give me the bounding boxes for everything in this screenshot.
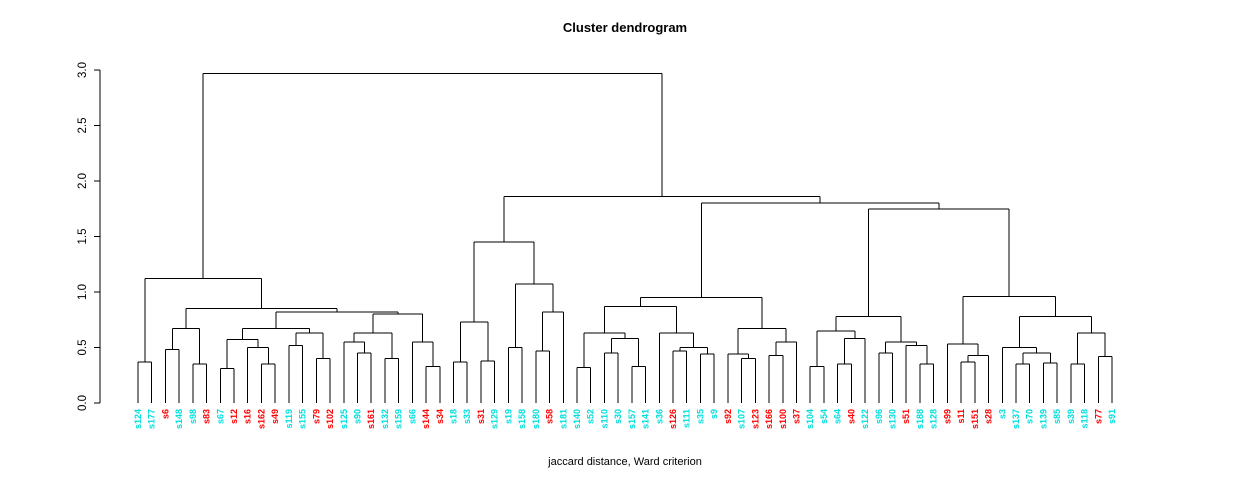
leaf-label: s180 [531, 409, 541, 429]
leaf-label: s30 [613, 409, 623, 424]
leaf-label: s166 [764, 409, 774, 429]
leaf-label: s181 [558, 409, 568, 429]
leaf-label: s85 [1052, 409, 1062, 424]
leaf-label: s125 [339, 409, 349, 429]
leaf-label: s132 [380, 409, 390, 429]
leaf-label: s39 [1066, 409, 1076, 424]
leaf-label: s162 [257, 409, 267, 429]
x-axis-label: jaccard distance, Ward criterion [548, 456, 702, 468]
leaf-label: s123 [750, 409, 760, 429]
leaf-label: s110 [599, 409, 609, 429]
leaf-label: s37 [792, 409, 802, 424]
leaf-label: s67 [215, 409, 225, 424]
chart-title: Cluster dendrogram [562, 20, 688, 35]
leaf-label: s177 [147, 409, 157, 429]
leaf-label: s129 [490, 409, 500, 429]
dendrogram-lines [137, 72, 1113, 403]
leaf-label: s119 [284, 409, 294, 429]
leaf-label: s16 [243, 409, 253, 424]
leaf-label: s155 [298, 409, 308, 429]
leaf-label: s52 [586, 409, 596, 424]
y-tick-label: 2.0 [77, 173, 89, 189]
leaf-label: s51 [901, 409, 911, 424]
leaf-label: s139 [1038, 409, 1048, 429]
leaf-label: s98 [188, 409, 198, 424]
leaf-label: s96 [874, 409, 884, 424]
leaf-label: s99 [942, 409, 952, 424]
leaf-label: s118 [1080, 409, 1090, 429]
y-tick-label: 1.0 [77, 284, 89, 300]
leaf-label: s31 [476, 409, 486, 424]
leaf-label: s91 [1107, 409, 1117, 424]
leaf-label: s144 [421, 409, 431, 429]
leaf-label: s111 [682, 409, 692, 428]
leaf-label: s161 [366, 409, 376, 429]
y-axis [94, 69, 101, 404]
leaf-label: s77 [1093, 409, 1103, 424]
leaf-label: s140 [572, 409, 582, 429]
leaf-label: s122 [860, 409, 870, 429]
leaf-label: s9 [709, 409, 719, 419]
leaf-label: s19 [503, 409, 513, 424]
leaf-label: s18 [449, 409, 459, 424]
leaf-label: s188 [915, 409, 925, 429]
leaf-label: s148 [174, 409, 184, 429]
y-tick-labels: 0.0 0.5 1.0 1.5 2.0 2.5 3.0 [77, 62, 89, 411]
leaf-label: s130 [888, 409, 898, 429]
leaf-label: s102 [325, 409, 335, 429]
leaf-label: s126 [668, 409, 678, 429]
y-tick-label: 1.5 [77, 229, 89, 245]
leaf-label: s158 [517, 409, 527, 429]
leaf-label: s66 [407, 409, 417, 424]
leaf-label: s36 [654, 409, 664, 424]
leaf-label: s34 [435, 409, 445, 424]
leaf-label: s35 [696, 409, 706, 424]
leaf-label: s124 [133, 409, 143, 429]
leaf-label: s11 [956, 409, 966, 424]
leaf-label: s90 [353, 409, 363, 424]
leaf-label: s141 [641, 409, 651, 429]
leaf-label: s58 [545, 409, 555, 424]
leaf-label: s157 [627, 409, 637, 429]
y-tick-label: 0.0 [77, 395, 89, 411]
leaf-label: s137 [1011, 409, 1021, 429]
leaf-labels: s124 s177 s6 s148 s98 s83 s67 s12 s16 s162 s49 s119… [133, 409, 1117, 429]
leaf-label: s54 [819, 409, 829, 424]
leaf-label: s64 [833, 409, 843, 424]
leaf-label: s79 [311, 409, 321, 424]
leaf-label: s40 [846, 409, 856, 424]
leaf-label: s33 [462, 409, 472, 424]
y-tick-label: 3.0 [77, 62, 89, 78]
leaf-label: s128 [929, 409, 939, 429]
leaf-label: s12 [229, 409, 239, 424]
leaf-label: s6 [160, 409, 170, 419]
leaf-label: s28 [984, 409, 994, 424]
leaf-label: s104 [805, 409, 815, 429]
leaf-label: s92 [723, 409, 733, 424]
leaf-label: s83 [202, 409, 212, 424]
leaf-label: s49 [270, 409, 280, 424]
leaf-label: s107 [737, 409, 747, 429]
leaf-label: s151 [970, 409, 980, 429]
leaf-label: s3 [997, 409, 1007, 419]
leaf-label: s100 [778, 409, 788, 429]
y-tick-label: 2.5 [77, 118, 89, 134]
y-tick-label: 0.5 [77, 340, 89, 356]
leaf-label: s70 [1025, 409, 1035, 424]
leaf-label: s159 [394, 409, 404, 429]
